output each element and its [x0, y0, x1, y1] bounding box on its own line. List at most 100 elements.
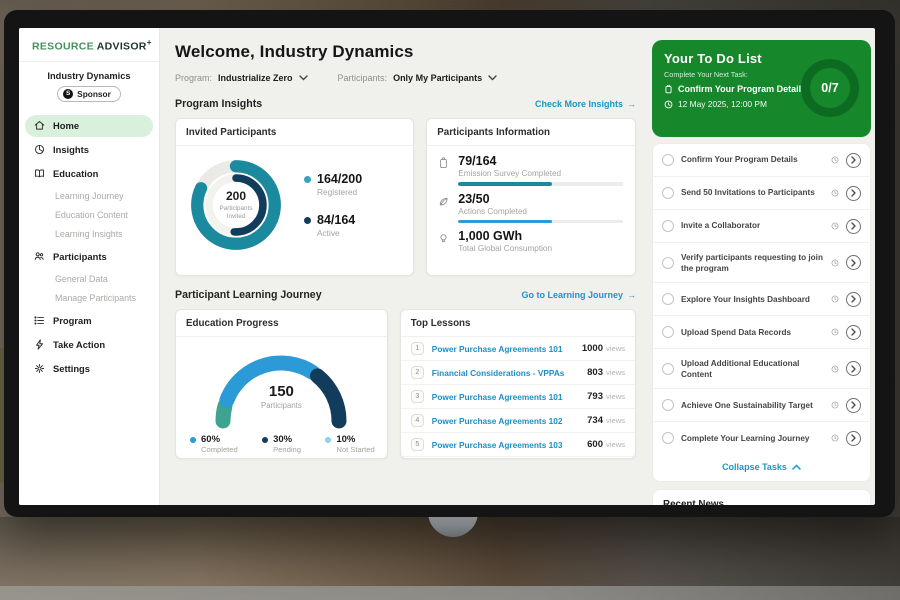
- todo-title: Your To Do List: [664, 51, 762, 66]
- task-label: Invite a Collaborator: [681, 221, 761, 231]
- sponsor-badge: S Sponsor: [57, 85, 121, 102]
- legend-item-active: 84/164 Active: [304, 213, 362, 238]
- task-row-achieve-sustainability-target[interactable]: Achieve One Sustainability Target: [653, 388, 870, 421]
- task-row-explore-insights[interactable]: Explore Your Insights Dashboard: [653, 282, 870, 315]
- background-object: [0, 348, 4, 483]
- check-more-insights-link[interactable]: Check More Insights →: [535, 99, 636, 109]
- clock-icon: [831, 156, 839, 164]
- todo-progress-ring: 0/7: [801, 59, 859, 117]
- task-open-button[interactable]: [846, 218, 861, 234]
- lesson-view-count: 1000: [581, 343, 603, 354]
- stat-global-consumption: 1,000 GWh Total Global Consumption: [437, 229, 623, 257]
- chevron-right-icon: [851, 189, 856, 197]
- collapse-tasks-link[interactable]: Collapse Tasks: [653, 454, 870, 481]
- todo-due-date: 12 May 2025, 12:00 PM: [664, 99, 859, 109]
- sidebar-item-learning-insights[interactable]: Learning Insights: [25, 225, 153, 244]
- gear-icon: [34, 363, 45, 374]
- task-row-invite-collaborator[interactable]: Invite a Collaborator: [653, 209, 870, 242]
- sidebar-item-program[interactable]: Program: [25, 310, 153, 332]
- task-label: Confirm Your Program Details: [681, 155, 798, 165]
- active-label: Active: [317, 228, 340, 238]
- task-checkbox[interactable]: [662, 362, 674, 375]
- task-checkbox[interactable]: [662, 187, 674, 199]
- task-row-confirm-program[interactable]: Confirm Your Program Details: [653, 144, 870, 176]
- task-label: Send 50 Invitations to Participants: [681, 188, 815, 198]
- task-checkbox[interactable]: [662, 154, 674, 166]
- lesson-title-link[interactable]: Power Purchase Agreements 101: [431, 343, 563, 354]
- task-checkbox[interactable]: [662, 399, 674, 412]
- survey-icon: [440, 157, 448, 168]
- task-checkbox[interactable]: [662, 293, 674, 306]
- program-dropdown[interactable]: Program: Industrialize Zero: [175, 73, 308, 83]
- sidebar-nav: Home Insights Education Learning Journey…: [19, 111, 159, 384]
- sidebar-item-learning-journey[interactable]: Learning Journey: [25, 187, 153, 206]
- sidebar-item-label: Insights: [53, 144, 89, 155]
- sponsor-icon: S: [63, 88, 74, 99]
- participants-information-body: 79/164 Emission Survey Completed 23/50 A…: [427, 146, 635, 257]
- lesson-row[interactable]: 2 Financial Considerations - VPPAs 803 v…: [400, 361, 635, 385]
- sidebar-item-manage-participants[interactable]: Manage Participants: [25, 289, 153, 308]
- gauge-value: 150: [268, 383, 294, 400]
- task-open-button[interactable]: [846, 397, 861, 413]
- task-row-upload-spend-data[interactable]: Upload Spend Data Records: [653, 315, 870, 348]
- task-checkbox[interactable]: [662, 432, 674, 445]
- lesson-rank: 5: [410, 438, 424, 451]
- link-label: Go to Learning Journey: [521, 290, 623, 300]
- lesson-row[interactable]: 4 Power Purchase Agreements 102 734 view…: [400, 409, 635, 433]
- lesson-row[interactable]: 3 Power Purchase Agreements 101 793 view…: [400, 385, 635, 409]
- participants-filter-value: Only My Participants: [393, 73, 483, 83]
- task-row-verify-participants[interactable]: Verify participants requesting to join t…: [653, 242, 870, 282]
- task-open-button[interactable]: [846, 324, 861, 340]
- lesson-row[interactable]: 1 Power Purchase Agreements 101 1000 vie…: [400, 337, 635, 361]
- donut-legend: 164/200 Registered 84/164 Active: [304, 172, 362, 238]
- task-open-button[interactable]: [846, 185, 861, 201]
- sidebar-item-home[interactable]: Home: [25, 114, 153, 137]
- logo-plus: +: [146, 38, 152, 47]
- sidebar-item-education-content[interactable]: Education Content: [25, 206, 153, 225]
- lesson-title-link[interactable]: Power Purchase Agreements 101: [431, 391, 563, 402]
- participants-dropdown[interactable]: Participants: Only My Participants: [338, 73, 498, 83]
- task-row-complete-learning-journey[interactable]: Complete Your Learning Journey: [653, 421, 870, 454]
- sidebar-item-general-data[interactable]: General Data: [25, 270, 153, 289]
- task-checkbox[interactable]: [662, 326, 674, 339]
- go-to-learning-journey-link[interactable]: Go to Learning Journey →: [521, 290, 636, 300]
- lesson-rank: 4: [410, 414, 424, 427]
- page-title: Welcome, Industry Dynamics: [175, 42, 414, 61]
- lesson-row[interactable]: 5 Power Purchase Agreements 103 600 view…: [400, 433, 635, 457]
- lesson-view-unit: views: [606, 416, 625, 425]
- learning-journey-header: Participant Learning Journey Go to Learn…: [175, 289, 636, 301]
- task-checkbox[interactable]: [662, 220, 674, 232]
- active-value: 84/164: [317, 213, 356, 227]
- chevron-right-icon: [851, 222, 856, 230]
- lesson-title-link[interactable]: Financial Considerations - VPPAs: [431, 367, 565, 378]
- task-open-button[interactable]: [846, 361, 861, 377]
- task-label: Achieve One Sustainability Target: [681, 400, 813, 410]
- stat-label: Actions Completed: [458, 206, 527, 216]
- task-checkbox[interactable]: [662, 256, 674, 269]
- todo-progress-value: 0/7: [821, 81, 839, 95]
- clock-icon: [831, 222, 839, 230]
- lesson-view-count: 600: [587, 439, 603, 450]
- task-row-send-invitations[interactable]: Send 50 Invitations to Participants: [653, 176, 870, 209]
- sidebar-item-education[interactable]: Education: [25, 163, 153, 185]
- task-list: Confirm Your Program Details Send 50 Inv…: [652, 143, 871, 483]
- progress-fill: [458, 219, 553, 223]
- task-open-button[interactable]: [846, 430, 861, 446]
- task-row-upload-educational-content[interactable]: Upload Additional Educational Content: [653, 348, 870, 388]
- task-open-button[interactable]: [846, 152, 861, 168]
- task-open-button[interactable]: [846, 255, 861, 271]
- legend-item-completed: 60% Completed: [190, 434, 238, 454]
- sidebar-item-settings[interactable]: Settings: [25, 358, 153, 380]
- recent-news-card: Recent News: [652, 489, 871, 505]
- take-action-icon: [35, 339, 44, 350]
- chevron-up-icon: [792, 464, 801, 470]
- sidebar-item-insights[interactable]: Insights: [25, 139, 153, 161]
- sidebar-item-participants[interactable]: Participants: [25, 246, 153, 268]
- chevron-right-icon: [851, 434, 856, 442]
- task-open-button[interactable]: [846, 291, 861, 307]
- sidebar-item-label: Program: [53, 315, 92, 326]
- card-title: Top Lessons: [400, 310, 635, 337]
- lesson-title-link[interactable]: Power Purchase Agreements 103: [431, 439, 563, 450]
- sidebar-item-take-action[interactable]: Take Action: [25, 334, 153, 356]
- lesson-title-link[interactable]: Power Purchase Agreements 102: [431, 415, 563, 426]
